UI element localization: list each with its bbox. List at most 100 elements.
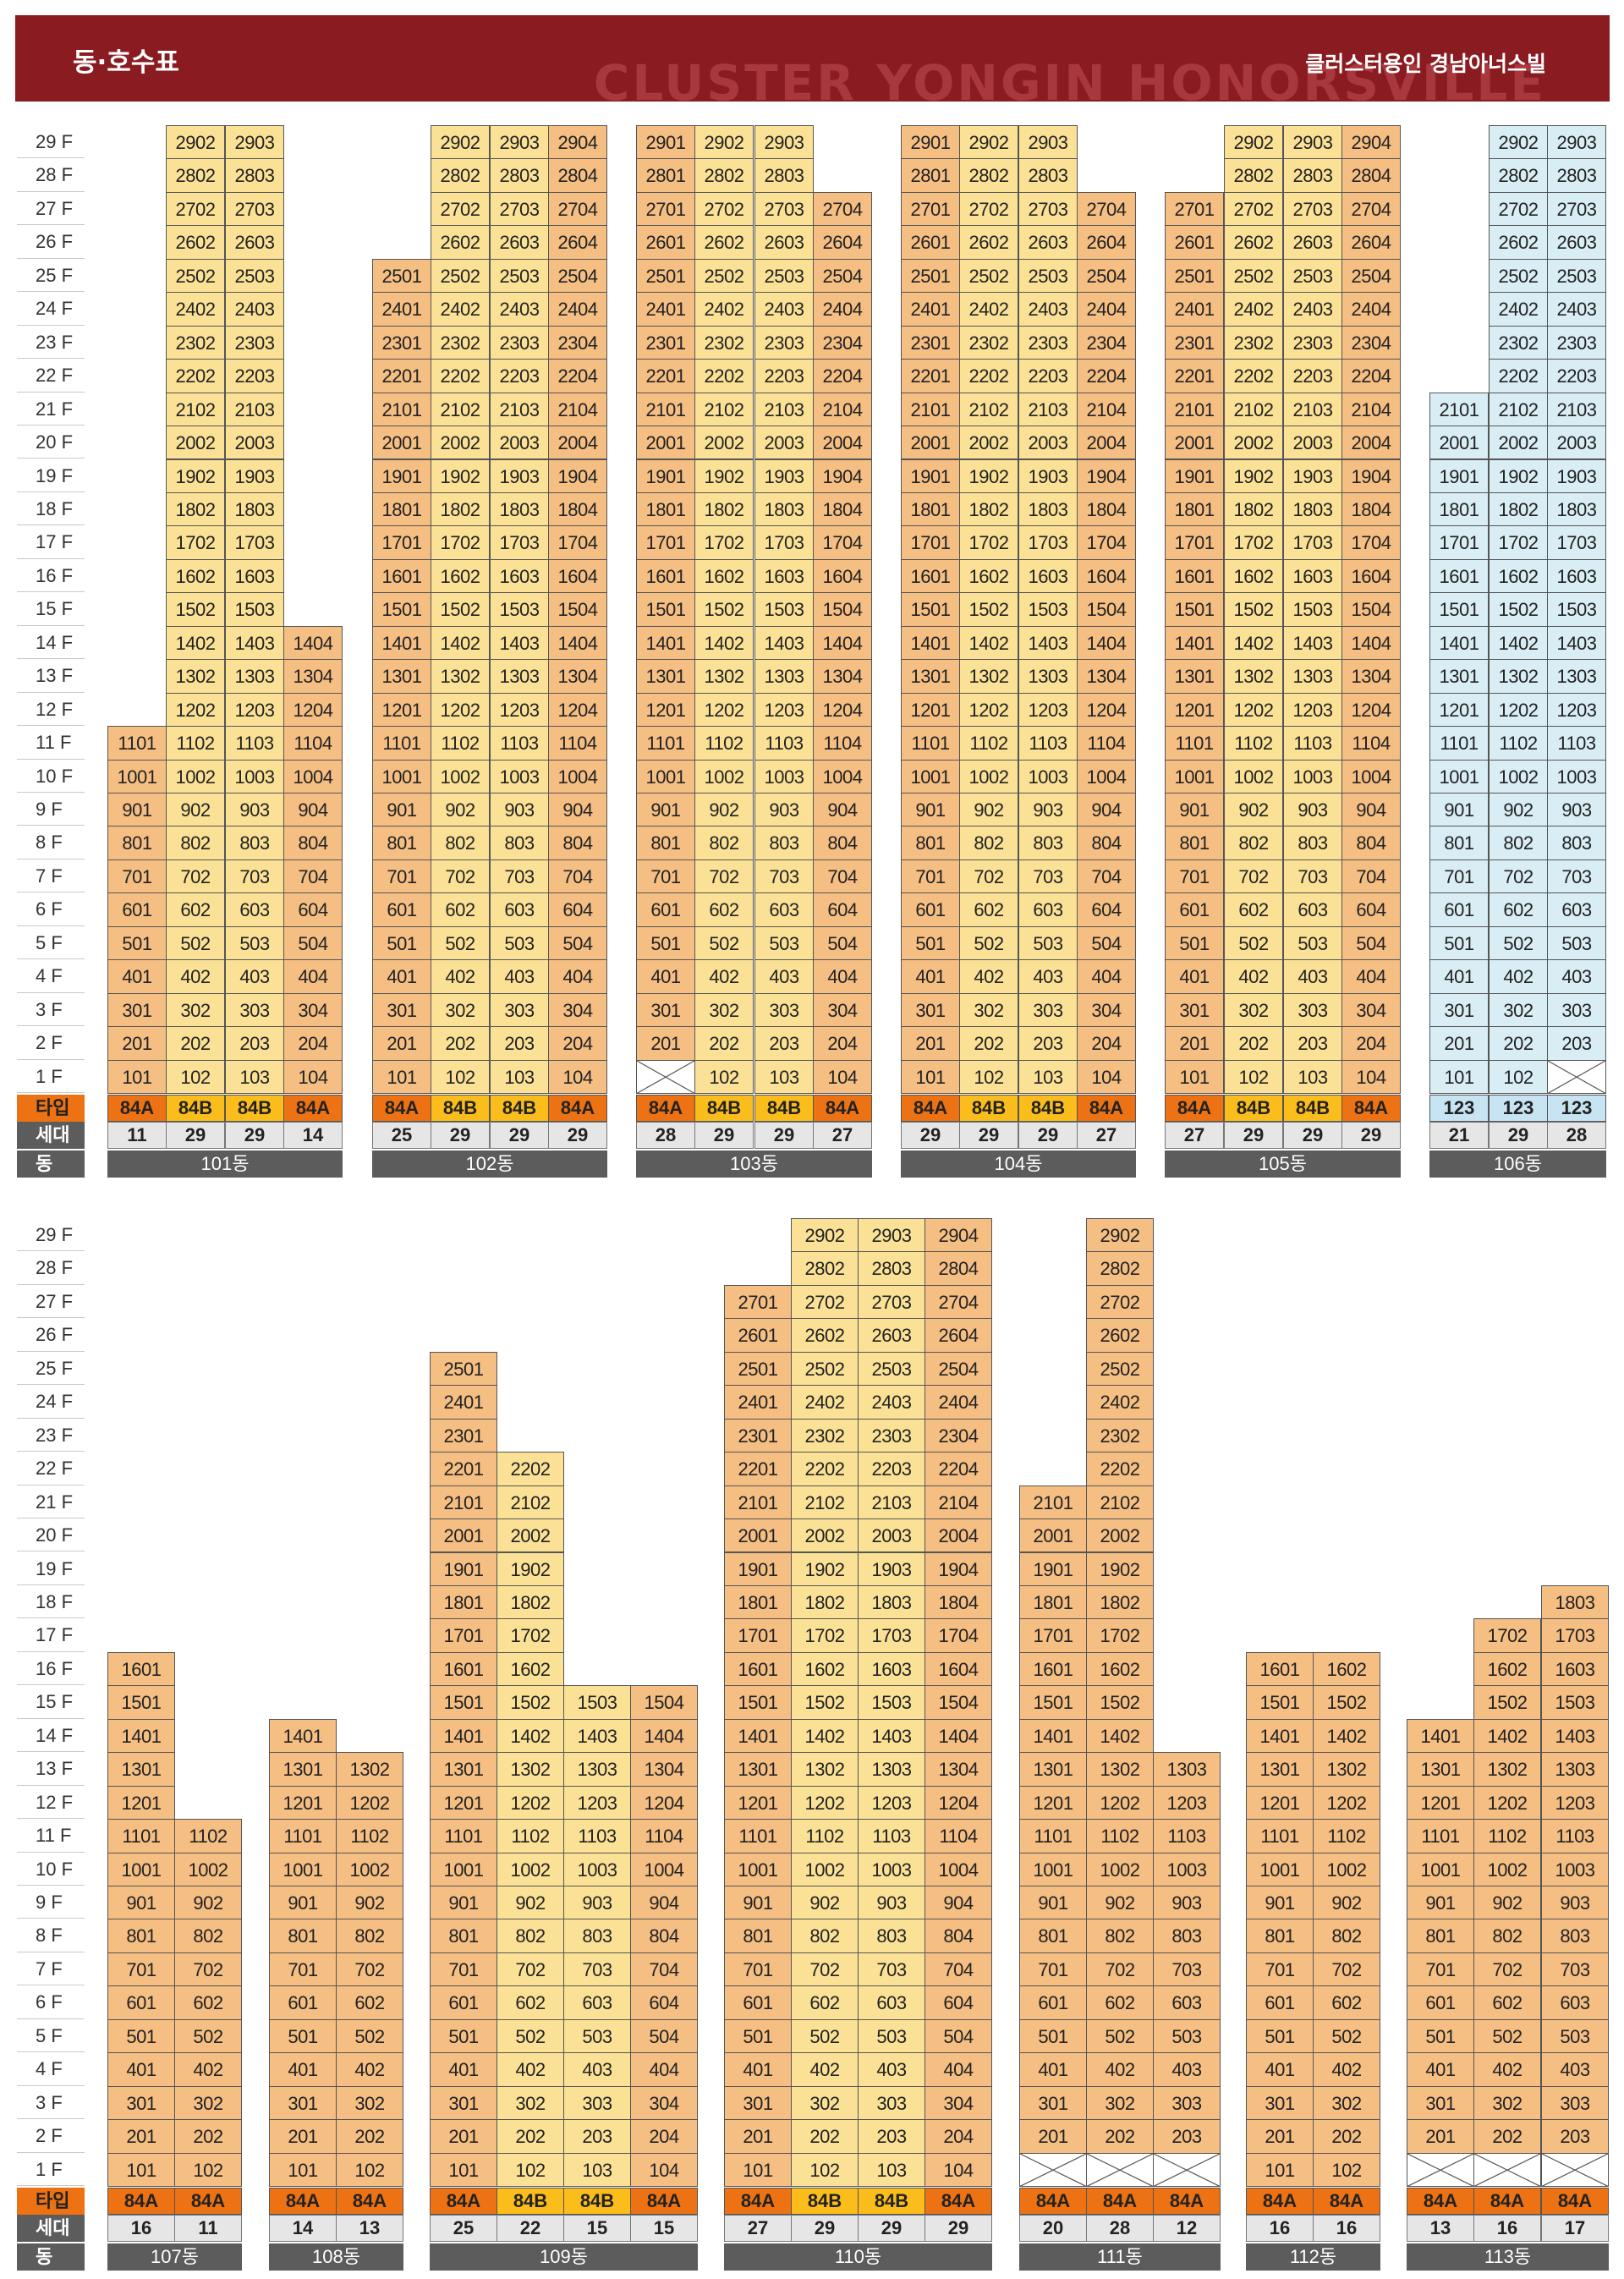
unit-type-badge: 123	[1429, 1095, 1489, 1123]
unit-cell: 203	[563, 2119, 631, 2154]
unit-cell: 1202	[959, 692, 1018, 728]
unit-cell: 902	[497, 1886, 564, 1920]
household-count: 28	[1086, 2215, 1154, 2243]
unit-cell: 1601	[1165, 558, 1224, 594]
unit-cell: 1401	[372, 625, 431, 661]
unit-cell: 1601	[636, 558, 695, 594]
unit-cell: 1601	[372, 558, 431, 594]
unit-cell: 201	[724, 2119, 792, 2154]
unit-cell: 701	[269, 1952, 337, 1987]
unit-cell: 1803	[1283, 491, 1342, 527]
unit-cell: 2902	[694, 125, 754, 160]
unit-cell: 1501	[1019, 1685, 1087, 1720]
unit-cell: 1102	[1313, 1819, 1380, 1853]
unit-cell: 902	[166, 793, 225, 827]
unit-cell: 302	[1489, 992, 1548, 1028]
unit-cell: 2903	[225, 125, 284, 160]
unit-cell: 1302	[1473, 1752, 1541, 1787]
unit-cell: 1603	[858, 1651, 925, 1687]
unit-cell: 2904	[924, 1218, 992, 1253]
unit-cell: 501	[901, 925, 960, 961]
unit-cell: 1102	[166, 726, 225, 761]
floor-label: 19 F	[17, 1552, 85, 1585]
unit-cell: 1102	[497, 1819, 564, 1853]
unit-cell: 2101	[1429, 392, 1489, 427]
unit-cell: 2602	[694, 225, 754, 260]
unit-cell: 104	[1341, 1059, 1401, 1095]
unit-cell: 1003	[1153, 1852, 1221, 1886]
unit-cell: 1601	[1019, 1651, 1087, 1687]
unit-cell: 501	[724, 2018, 792, 2054]
pilotis-cell	[1153, 2152, 1221, 2188]
unit-cell: 1603	[1541, 1651, 1609, 1687]
unit-cell: 2302	[791, 1418, 859, 1453]
unit-cell: 1304	[283, 659, 343, 694]
building-name: 106동	[1429, 1150, 1606, 1178]
unit-cell: 1401	[269, 1718, 337, 1754]
unit-cell: 402	[791, 2052, 859, 2087]
unit-cell: 1204	[1077, 692, 1136, 728]
unit-cell: 701	[1165, 859, 1224, 894]
unit-type-badge: 84A	[107, 1095, 167, 1123]
unit-cell: 1203	[225, 692, 284, 728]
unit-cell: 302	[336, 2085, 403, 2121]
unit-cell: 1402	[1224, 625, 1283, 661]
unit-cell: 1203	[1541, 1785, 1609, 1820]
unit-cell: 2103	[490, 392, 549, 427]
unit-cell: 2101	[1019, 1485, 1087, 1520]
unit-cell: 701	[430, 1952, 497, 1987]
unit-cell: 703	[1283, 859, 1342, 894]
unit-cell: 703	[858, 1952, 925, 1987]
households-row-label: 세대수	[17, 2215, 85, 2265]
unit-cell: 2902	[959, 125, 1018, 160]
unit-cell: 1502	[497, 1685, 564, 1720]
unit-cell: 202	[1473, 2119, 1541, 2154]
unit-cell: 1001	[1019, 1852, 1087, 1886]
unit-cell: 301	[1246, 2085, 1314, 2121]
unit-type-badge: 84A	[724, 2188, 792, 2216]
unit-cell: 401	[1019, 2052, 1087, 2087]
unit-cell: 1402	[1086, 1718, 1154, 1754]
unit-cell: 1104	[813, 726, 872, 761]
unit-cell: 103	[858, 2152, 925, 2188]
unit-type-badge: 84A	[1313, 2188, 1380, 2216]
unit-type-badge: 84B	[1224, 1095, 1283, 1123]
unit-cell: 501	[1429, 925, 1489, 961]
unit-cell: 702	[431, 859, 490, 894]
unit-cell: 1704	[548, 525, 607, 560]
unit-cell: 2702	[1224, 191, 1283, 227]
unit-cell: 1504	[813, 592, 872, 627]
floor-label: 5 F	[17, 2019, 85, 2053]
unit-cell: 802	[174, 1919, 242, 1953]
unit-cell: 1302	[1224, 659, 1283, 694]
unit-cell: 1803	[225, 491, 284, 527]
unit-cell: 102	[336, 2152, 403, 2188]
unit-cell: 2803	[858, 1251, 925, 1286]
unit-cell: 402	[174, 2052, 242, 2087]
unit-cell: 601	[107, 1985, 175, 2020]
unit-cell: 202	[174, 2119, 242, 2154]
unit-cell: 2302	[1489, 325, 1548, 360]
unit-cell: 2703	[225, 191, 284, 227]
unit-cell: 403	[1541, 2052, 1609, 2087]
unit-cell: 1801	[430, 1584, 497, 1620]
household-count: 27	[813, 1122, 872, 1150]
unit-cell: 2902	[1086, 1218, 1154, 1253]
floor-label: 26 F	[17, 1318, 85, 1352]
unit-cell: 2604	[813, 225, 872, 260]
unit-cell: 2602	[1086, 1318, 1154, 1353]
unit-cell: 2903	[490, 125, 549, 160]
unit-cell: 1802	[1086, 1584, 1154, 1620]
unit-type-badge: 84A	[901, 1095, 960, 1123]
unit-cell: 302	[1224, 992, 1283, 1028]
unit-cell: 1301	[1165, 659, 1224, 694]
unit-type-badge: 84A	[1165, 1095, 1224, 1123]
unit-cell: 1201	[1165, 692, 1224, 728]
unit-cell: 1504	[630, 1685, 698, 1720]
unit-cell: 101	[901, 1059, 960, 1095]
unit-cell: 902	[1489, 793, 1548, 827]
unit-type-badge: 84B	[563, 2188, 631, 2216]
unit-cell: 302	[497, 2085, 564, 2121]
unit-cell: 1604	[813, 558, 872, 594]
unit-cell: 802	[791, 1919, 859, 1953]
